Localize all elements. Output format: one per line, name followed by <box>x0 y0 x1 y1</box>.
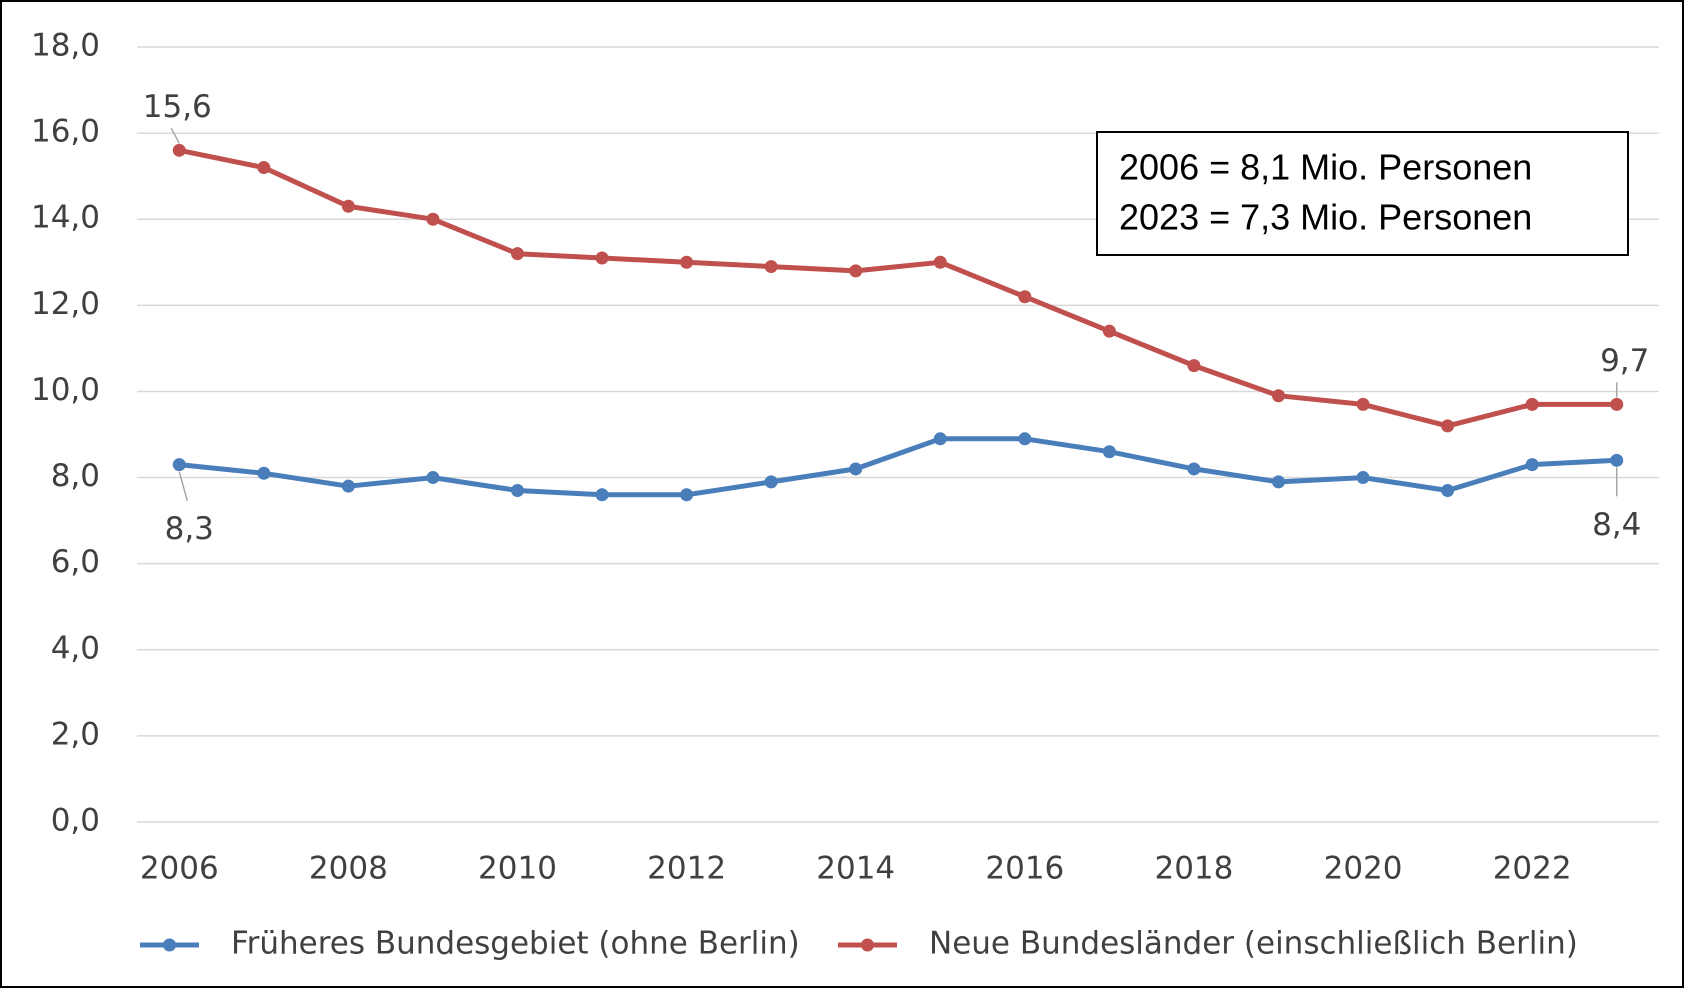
data-point <box>1102 445 1116 459</box>
legend-label: Früheres Bundesgebiet (ohne Berlin) <box>231 926 800 962</box>
annotation: 2023 = 7,3 Mio. Personen <box>1119 197 1532 238</box>
data-point <box>1102 324 1116 338</box>
data-point <box>511 483 524 497</box>
data-point <box>764 260 778 274</box>
data-point <box>1272 389 1285 403</box>
y-tick-label: 16,0 <box>31 114 100 150</box>
y-tick-label: 2,0 <box>51 716 100 752</box>
data-point <box>1356 397 1370 411</box>
data-point <box>341 199 355 213</box>
data-point <box>426 471 440 485</box>
data-point <box>1018 290 1032 304</box>
x-tick-label: 2010 <box>478 851 557 887</box>
data-point <box>1356 471 1370 485</box>
series-line <box>179 436 1617 498</box>
y-tick-label: 10,0 <box>31 372 100 408</box>
y-tick-label: 0,0 <box>51 803 100 839</box>
data-point <box>257 466 271 480</box>
x-tick-label: 2006 <box>140 851 219 887</box>
data-label: 9,7 <box>1600 343 1649 379</box>
data-point <box>849 264 863 278</box>
x-tick-label: 2020 <box>1324 851 1403 887</box>
y-tick-label: 12,0 <box>31 286 100 322</box>
data-point <box>172 143 186 157</box>
x-tick-label: 2014 <box>816 851 895 887</box>
data-point <box>764 475 778 489</box>
data-point <box>933 255 947 269</box>
legend-marker <box>163 938 176 952</box>
data-point <box>680 488 694 502</box>
data-point <box>933 432 947 446</box>
data-point <box>1272 475 1285 489</box>
data-point <box>1610 397 1624 411</box>
data-point <box>595 251 609 265</box>
legend-marker <box>861 938 874 952</box>
y-tick-label: 14,0 <box>31 200 100 236</box>
label-leader <box>178 471 189 501</box>
data-point <box>849 462 863 476</box>
data-point <box>511 247 524 261</box>
data-point <box>1525 397 1539 411</box>
data-point <box>1187 359 1201 373</box>
y-tick-label: 6,0 <box>51 544 100 580</box>
x-tick-label: 2018 <box>1154 851 1233 887</box>
x-tick-label: 2008 <box>309 851 388 887</box>
label-leader <box>170 127 180 144</box>
series-line <box>178 147 1617 429</box>
data-label: 15,6 <box>143 89 212 125</box>
x-tick-label: 2012 <box>647 851 726 887</box>
data-label: 8,3 <box>165 511 214 547</box>
data-point <box>341 479 355 493</box>
x-tick-label: 2016 <box>985 851 1064 887</box>
annotation: 2006 = 8,1 Mio. Personen <box>1119 147 1532 188</box>
data-point <box>1441 419 1455 433</box>
data-point <box>257 161 271 175</box>
data-point <box>172 458 186 472</box>
y-tick-label: 8,0 <box>51 458 100 494</box>
data-point <box>1441 483 1455 497</box>
data-point <box>680 255 694 269</box>
data-point <box>426 212 440 226</box>
annotation-box <box>1096 131 1629 256</box>
data-point <box>1018 432 1032 446</box>
x-tick-label: 2022 <box>1493 851 1572 887</box>
data-point <box>1610 453 1624 467</box>
legend-label: Neue Bundesländer (einschließlich Berlin… <box>929 926 1578 962</box>
y-tick-label: 18,0 <box>31 28 100 64</box>
data-point <box>595 488 609 502</box>
y-tick-label: 4,0 <box>51 630 100 666</box>
data-label: 8,4 <box>1592 507 1641 543</box>
data-point <box>1525 458 1539 472</box>
data-point <box>1187 462 1201 476</box>
